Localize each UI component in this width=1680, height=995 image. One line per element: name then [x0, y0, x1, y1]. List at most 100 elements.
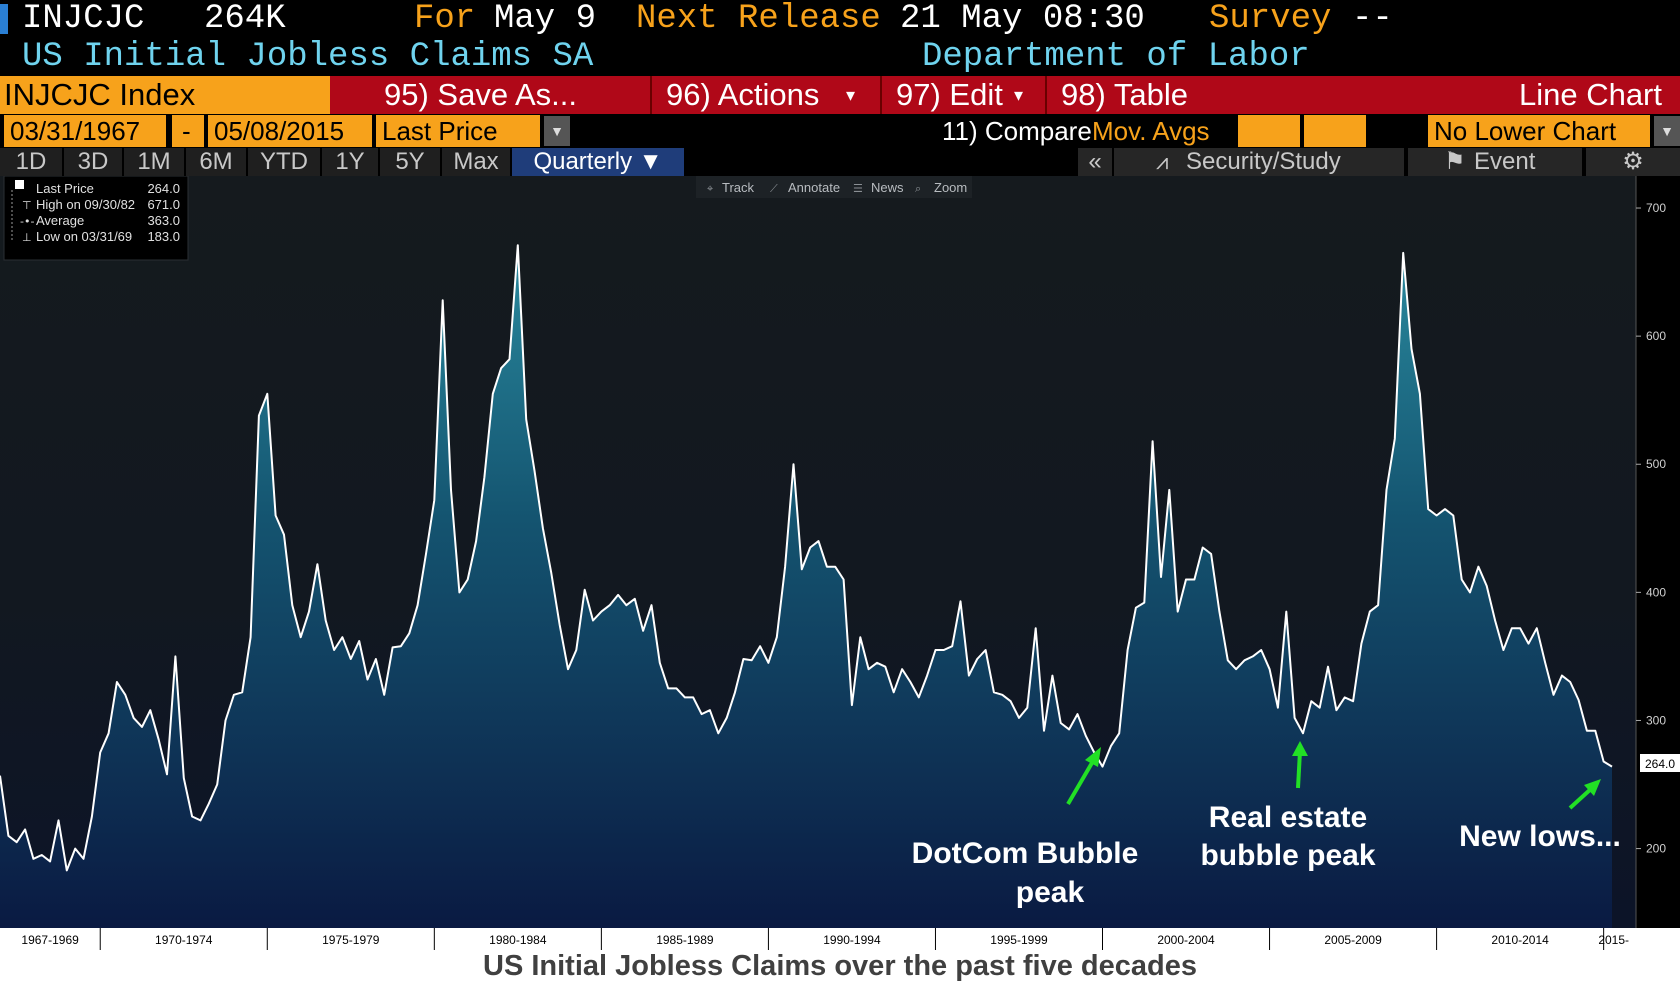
annotate-button[interactable]: Annotate [788, 180, 840, 195]
series-line [0, 244, 1613, 872]
x-tick-label: 1995-1999 [990, 933, 1048, 947]
table-button[interactable]: 98) Table [1045, 76, 1215, 114]
track-icon: ⌖ [707, 182, 713, 195]
chart-study-icon: ⩘ [1156, 149, 1169, 174]
survey-value: -- [1352, 0, 1393, 38]
legend-value: 671.0 [147, 197, 180, 212]
track-button[interactable]: Track [722, 180, 755, 195]
annotation-dotcom-line1: DotCom Bubble [912, 837, 1139, 870]
x-tick-label: 1967-1969 [21, 933, 79, 947]
x-tick-label: 2005-2009 [1324, 933, 1382, 947]
flag-icon: ⚑ [1444, 148, 1466, 175]
annotation-real-estate-line2: bubble peak [1200, 839, 1375, 872]
actions-dropdown-icon: ▾ [846, 85, 856, 105]
index-label[interactable]: INJCJC Index [0, 76, 330, 114]
mov-avgs-button[interactable]: Mov. Avgs [1092, 116, 1210, 146]
subtitle-bar: US Initial Jobless Claims SA Department … [0, 38, 1680, 76]
y-tick-label: 300 [1646, 713, 1666, 727]
area-fill-layer [0, 245, 1612, 928]
x-tick-label: 1990-1994 [823, 933, 881, 947]
x-tick-label: 1985-1989 [656, 933, 714, 947]
x-tick-label: 1975-1979 [322, 933, 380, 947]
edit-dropdown-icon: ▾ [1014, 85, 1024, 105]
average-marker-icon: -•- [20, 215, 34, 228]
x-tick-label: 2015- [1598, 933, 1629, 947]
event-button[interactable]: ⚑ Event [1408, 148, 1582, 176]
chart-type[interactable]: Line Chart [1518, 77, 1662, 112]
period-ytd[interactable]: YTD [248, 148, 322, 176]
compare-slot-1[interactable] [1238, 115, 1300, 147]
actions-button[interactable]: 96) Actions [650, 76, 868, 114]
zoom-button[interactable]: Zoom [934, 180, 967, 195]
date-range-bar: 03/31/1967 - 05/08/2015 Last Price ▼ 11)… [0, 114, 1680, 148]
legend-label: High on 09/30/82 [36, 197, 135, 212]
annotation-arrowhead [1292, 741, 1308, 756]
y-tick-label: 700 [1646, 201, 1666, 215]
annotation-real-estate-line1: Real estate [1209, 801, 1367, 834]
end-date-field[interactable]: 05/08/2015 [208, 115, 372, 147]
x-axis: 1967-1969 1970-1974 1975-1979 1980-1984 1985… [21, 928, 1629, 950]
chart-caption: US Initial Jobless Claims over the past … [483, 950, 1197, 982]
survey-label: Survey [1209, 0, 1332, 38]
lower-chart-dropdown-icon[interactable]: ▼ [1654, 116, 1680, 146]
annotate-icon: ⟋ [770, 182, 778, 195]
collapse-button[interactable]: « [1078, 148, 1112, 176]
y-tick-label: 600 [1646, 329, 1666, 343]
y-tick-label: 500 [1646, 457, 1666, 471]
annotation-arrowhead [1085, 747, 1101, 767]
edit-button[interactable]: 97) Edit [880, 76, 1030, 114]
y-tick-label: 200 [1646, 842, 1666, 856]
compare-button[interactable]: 11) Compare [942, 116, 1092, 146]
annotation-arrowhead [1584, 779, 1601, 796]
x-tick-label: 1970-1974 [155, 933, 213, 947]
zoom-icon: ⌕ [915, 182, 921, 195]
legend-label: Average [36, 213, 84, 228]
for-date: May 9 [494, 0, 597, 38]
legend-value: 264.0 [147, 181, 180, 196]
save-as-button[interactable]: 95) Save As... [384, 77, 577, 112]
next-release-label: Next Release [636, 0, 881, 38]
period-5y[interactable]: 5Y [380, 148, 442, 176]
security-study-label: Security/Study [1186, 148, 1341, 175]
period-6m[interactable]: 6M [186, 148, 248, 176]
news-button[interactable]: News [871, 180, 904, 195]
last-value-tag-text: 264.0 [1645, 757, 1675, 771]
y-tick-label: 400 [1646, 585, 1666, 599]
period-quarterly[interactable]: Quarterly ▼ [512, 148, 686, 176]
settings-gear-icon[interactable]: ⚙ [1586, 148, 1680, 176]
high-marker-icon: ⊤ [22, 199, 32, 212]
legend-label: Last Price [36, 181, 94, 196]
event-label: Event [1474, 148, 1536, 175]
legend-label: Low on 03/31/69 [36, 229, 132, 244]
ticker: INJCJC [22, 0, 145, 38]
series-line-layer [0, 244, 1613, 872]
legend: Last Price 264.0 ⊤ High on 09/30/82 671.… [3, 176, 189, 261]
lower-chart-select[interactable]: No Lower Chart [1428, 115, 1650, 147]
x-tick-label: 2000-2004 [1157, 933, 1215, 947]
period-max[interactable]: Max [442, 148, 512, 176]
annotation-new-lows: New lows... [1459, 779, 1621, 853]
ticker-marker [0, 4, 8, 34]
period-1m[interactable]: 1M [124, 148, 186, 176]
field-dropdown-icon[interactable]: ▼ [544, 116, 570, 146]
security-study-button[interactable]: ⩘ Security/Study [1114, 148, 1404, 176]
x-tick-label: 1980-1984 [489, 933, 547, 947]
annotation-real-estate: Real estate bubble peak [1200, 741, 1376, 872]
line-chart[interactable]: 200 300 400 500 600 700 264.0 ⌖ Track ⟋ Annot… [0, 176, 1680, 950]
compare-slot-2[interactable] [1304, 115, 1366, 147]
period-1d[interactable]: 1D [0, 148, 64, 176]
last-value-tag: 264.0 [1640, 754, 1680, 772]
source: Department of Labor [922, 38, 1310, 76]
next-release-time: 21 May 08:30 [900, 0, 1145, 38]
function-bar: INJCJC Index 95) Save As... 96) Actions … [0, 76, 1680, 114]
for-label: For [414, 0, 476, 38]
field-select[interactable]: Last Price [376, 115, 540, 147]
start-date-field[interactable]: 03/31/1967 [4, 115, 166, 147]
x-tick-label: 2010-2014 [1491, 933, 1549, 947]
series-area [0, 245, 1612, 928]
period-3d[interactable]: 3D [64, 148, 124, 176]
period-1y[interactable]: 1Y [322, 148, 380, 176]
x-axis-strip [0, 928, 1680, 950]
low-marker-icon: ⊥ [22, 231, 32, 244]
date-dash: - [172, 115, 204, 147]
